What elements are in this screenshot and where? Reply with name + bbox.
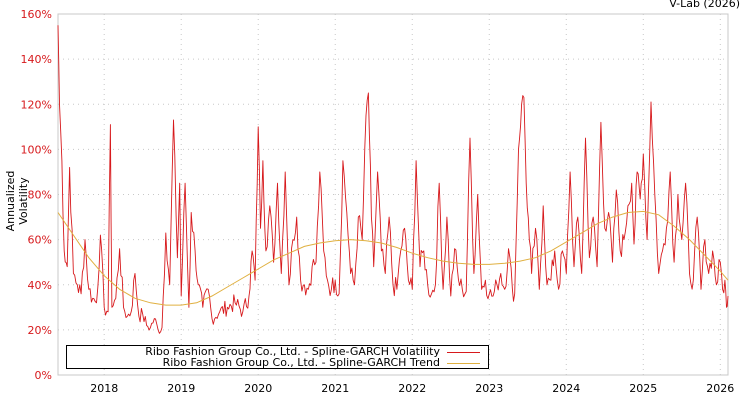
y-tick-label: 80%	[28, 189, 52, 202]
x-tick-label: 2018	[90, 382, 118, 395]
y-tick-label: 40%	[28, 279, 52, 292]
y-tick-label: 0%	[35, 369, 52, 382]
x-tick-label: 2021	[321, 382, 349, 395]
y-axis-label: Annualized Volatility	[4, 170, 30, 232]
legend-label-volatility: Ribo Fashion Group Co., Ltd. - Spline-GA…	[145, 345, 440, 358]
x-tick-label: 2026	[706, 382, 734, 395]
volatility-series-line	[57, 25, 729, 334]
y-tick-label: 100%	[21, 143, 52, 156]
y-tick-label: 60%	[28, 234, 52, 247]
legend-item-volatility: Ribo Fashion Group Co., Ltd. - Spline-GA…	[145, 346, 480, 358]
x-tick-label: 2025	[629, 382, 657, 395]
grid-lines	[58, 14, 728, 375]
x-axis-ticks: 2018 2019 2020 2021 2022 2023 2024 2025 2026	[90, 382, 734, 395]
y-axis-ticks: 0% 20% 40% 60% 80% 100% 120% 140% 160%	[21, 8, 52, 382]
x-tick-label: 2023	[475, 382, 503, 395]
plot-frame	[57, 13, 729, 376]
legend-item-trend: Ribo Fashion Group Co., Ltd. - Spline-GA…	[163, 357, 480, 369]
chart-legend: Ribo Fashion Group Co., Ltd. - Spline-GA…	[66, 345, 489, 369]
legend-swatch-volatility	[447, 351, 480, 353]
x-tick-label: 2022	[398, 382, 426, 395]
y-tick-label: 140%	[21, 53, 52, 66]
legend-label-trend: Ribo Fashion Group Co., Ltd. - Spline-GA…	[162, 356, 440, 369]
x-tick-label: 2020	[244, 382, 272, 395]
legend-swatch-trend	[447, 362, 480, 364]
source-credit: V-Lab (2026)	[669, 0, 740, 10]
trend-series-line	[57, 210, 729, 306]
y-tick-label: 120%	[21, 98, 52, 111]
x-tick-label: 2024	[552, 382, 580, 395]
y-tick-label: 20%	[28, 324, 52, 337]
x-tick-label: 2019	[167, 382, 195, 395]
y-tick-label: 160%	[21, 8, 52, 21]
